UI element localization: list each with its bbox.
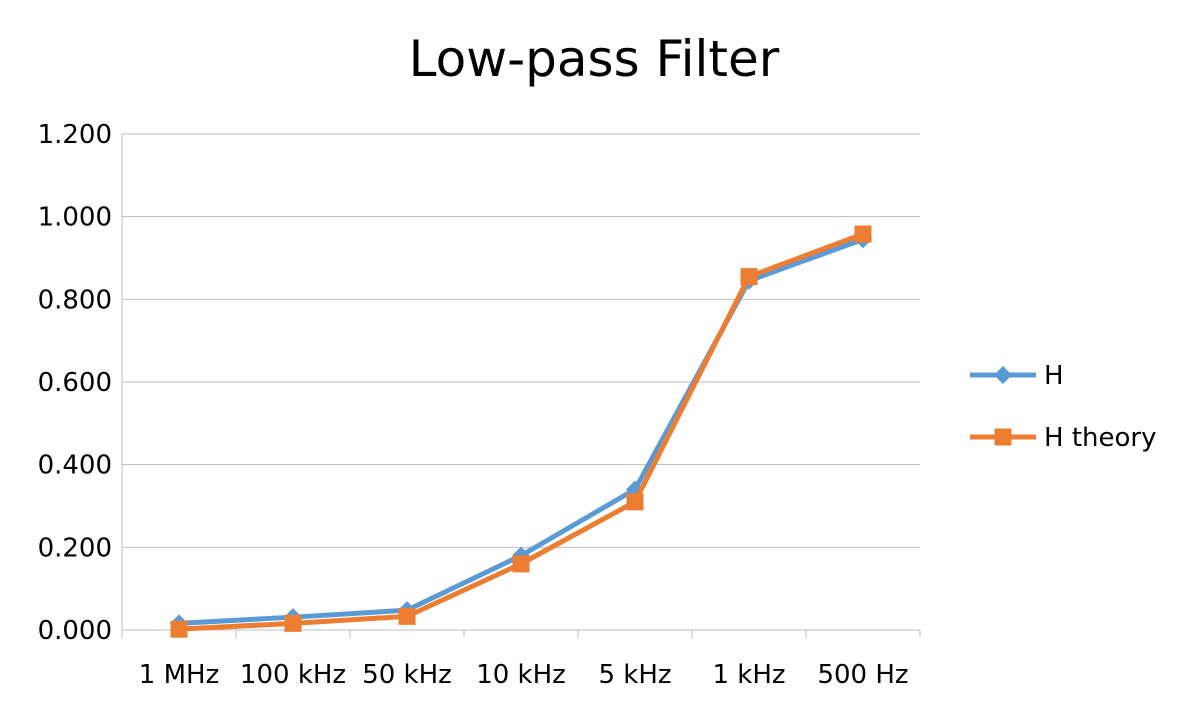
legend-marker: [994, 366, 1012, 384]
chart-title: Low-pass Filter: [409, 30, 780, 88]
x-axis-tick-labels: 1 MHz 100 kHz 50 kHz 10 kHz 5 kHz 1 kHz 500 Hz: [139, 660, 909, 690]
data-point: [170, 620, 188, 638]
data-point: [740, 268, 758, 286]
x-tick-label: 10 kHz: [476, 660, 566, 690]
x-tick-label: 500 Hz: [817, 660, 908, 690]
series-lines: [170, 225, 872, 638]
legend-marker: [994, 428, 1012, 446]
data-point: [512, 555, 530, 573]
y-tick-label: 1.200: [38, 120, 112, 150]
data-point: [398, 607, 416, 625]
y-tick-label: 1.000: [38, 203, 112, 233]
legend-item: H theory: [970, 423, 1156, 453]
legend-label: H: [1044, 361, 1064, 391]
y-tick-label: 0.400: [38, 451, 112, 481]
y-tick-label: 0.000: [38, 616, 112, 646]
data-point: [854, 225, 872, 243]
legend-label: H theory: [1044, 423, 1156, 453]
data-point: [284, 614, 302, 632]
legend: H H theory: [970, 361, 1156, 453]
legend-item: H: [970, 361, 1064, 391]
data-point: [626, 493, 644, 511]
x-tick-label: 1 MHz: [139, 660, 219, 690]
x-tick-label: 100 kHz: [240, 660, 346, 690]
axes: [121, 134, 921, 638]
x-tick-label: 1 kHz: [712, 660, 785, 690]
y-tick-label: 0.600: [38, 368, 112, 398]
x-tick-label: 50 kHz: [362, 660, 452, 690]
x-tick-label: 5 kHz: [598, 660, 671, 690]
y-axis-tick-labels: 0.000 0.200 0.400 0.600 0.800 1.000 1.200: [38, 120, 112, 646]
y-tick-label: 0.800: [38, 285, 112, 315]
gridlines: [122, 133, 920, 548]
y-tick-label: 0.200: [38, 533, 112, 563]
series-h-theory: [170, 225, 872, 638]
